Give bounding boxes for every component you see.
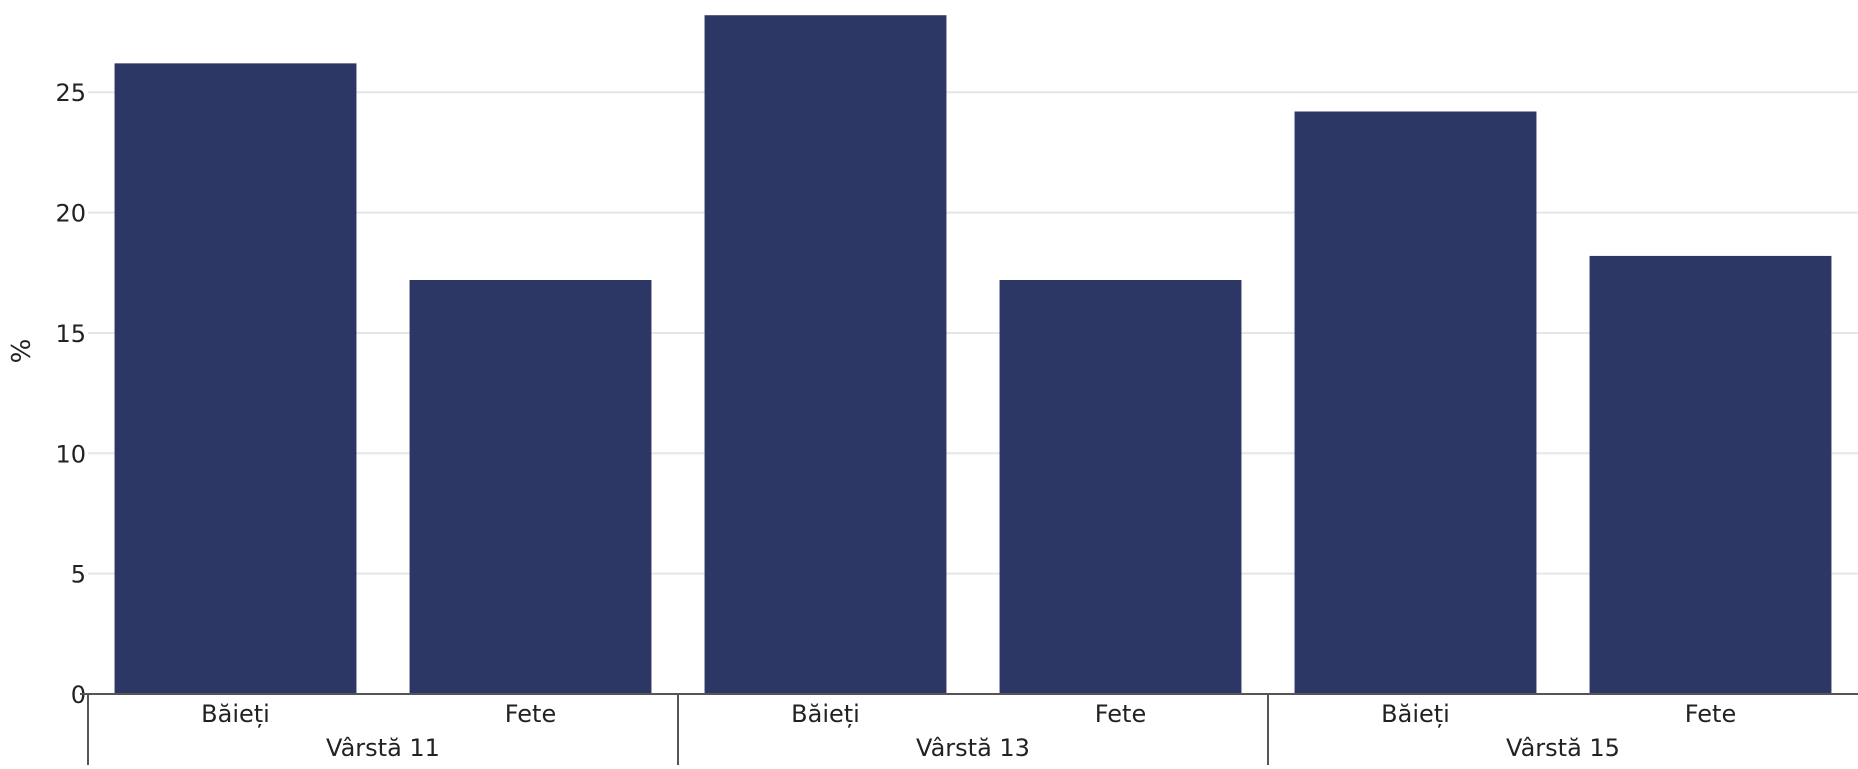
y-tick-label: 10 xyxy=(55,440,86,468)
y-axis-label: % xyxy=(7,339,37,364)
x-tick-label: Fete xyxy=(1685,700,1736,728)
bar xyxy=(409,279,652,694)
bar xyxy=(114,63,357,695)
y-tick-label: 15 xyxy=(55,320,86,348)
y-tick-label: 20 xyxy=(55,200,86,228)
bar xyxy=(704,15,947,694)
bar xyxy=(1589,255,1832,695)
group-label: Vârstă 13 xyxy=(916,734,1030,762)
y-tick-label: 5 xyxy=(71,561,86,589)
bar xyxy=(999,279,1242,694)
y-tick-label: 0 xyxy=(71,681,86,709)
x-tick-label: Fete xyxy=(1095,700,1146,728)
bar xyxy=(1294,111,1537,694)
axes: 0 5 10 15 20 25 Băieți Fete Băieți Fete Băieți Fete… xyxy=(55,79,1858,765)
x-tick-label: Fete xyxy=(505,700,556,728)
bars xyxy=(114,15,1832,695)
y-tick-label: 25 xyxy=(55,79,86,107)
group-label: Vârstă 11 xyxy=(326,734,440,762)
x-tick-label: Băieți xyxy=(201,700,270,728)
gridlines xyxy=(88,91,1858,575)
group-label: Vârstă 15 xyxy=(1506,734,1620,762)
x-tick-label: Băieți xyxy=(791,700,860,728)
x-tick-label: Băieți xyxy=(1381,700,1450,728)
